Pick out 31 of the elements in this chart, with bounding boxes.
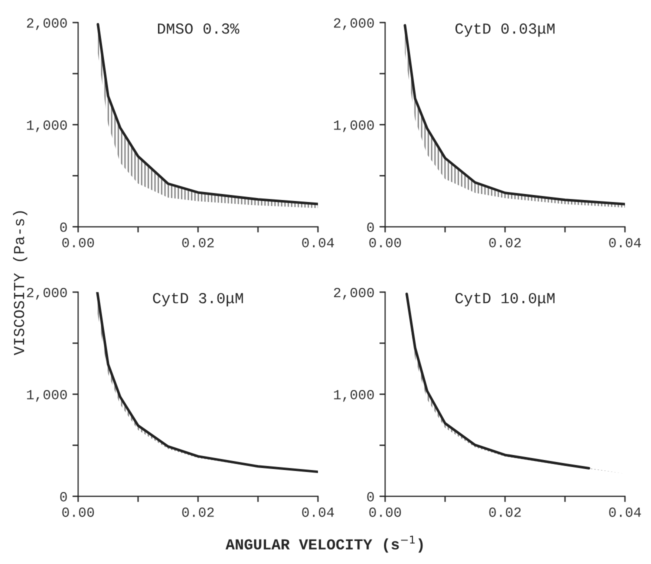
y-axis-title: VISCOSITY (Pa-s) [13,211,28,356]
x-tick-label: 0.00 [62,238,94,248]
x-tick-label: 0.04 [609,508,641,517]
y-tick-label: 0 [60,222,67,232]
chart-title: CytD 10.0μM [455,292,554,306]
y-tick-label: 1,000 [334,390,374,402]
y-tick-label: 0 [367,492,374,502]
chart-title: CytD 3.0μM [153,292,243,306]
x-tick-label: 0.04 [302,238,334,248]
y-tick-label: 2,000 [334,288,374,300]
y-tick-label: 1,000 [27,120,67,132]
x-tick-label: 0.00 [62,508,94,517]
y-tick-label: 2,000 [27,18,67,30]
x-axis-title: ANGULAR VELOCITY (s$^{−1}$) [226,536,423,553]
chart-title: CytD 0.03μM [455,23,554,37]
x-tick-label: 0.02 [489,238,521,248]
x-tick-label: 0.02 [489,508,521,517]
x-tick-label: 0.00 [369,508,401,517]
x-tick-label: 0.02 [182,508,214,517]
y-tick-label: 1,000 [27,390,67,402]
line-series [405,292,590,470]
x-tick-label: 0.00 [369,238,401,248]
chart-title: DMSO 0.3% [158,23,240,34]
y-tick-label: 2,000 [334,18,374,30]
y-tick-label: 2,000 [27,288,67,300]
x-tick-label: 0.02 [182,238,214,248]
x-tick-label: 0.04 [609,238,641,248]
x-tick-label: 0.04 [302,508,334,517]
y-tick-label: 1,000 [334,120,374,132]
y-tick-label: 0 [60,492,67,502]
y-tick-label: 0 [367,222,374,232]
